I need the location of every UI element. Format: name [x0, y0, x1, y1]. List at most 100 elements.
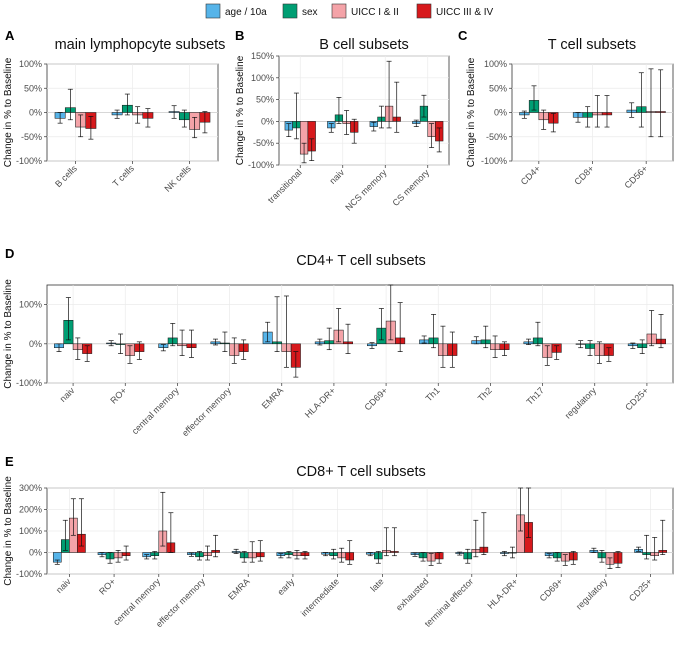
error-bar-age-10a-th17	[525, 338, 531, 345]
error-bar-uicc-i-ii-cd25	[649, 310, 655, 347]
error-bar-uicc-i-ii-effector-memory	[205, 545, 211, 561]
y-tick-label: 0%	[29, 548, 42, 558]
y-axis-label: Change in % to Baseline	[3, 57, 14, 167]
error-bar-uicc-i-ii-cd25	[652, 537, 658, 561]
x-tick-label: CS memory	[390, 167, 431, 208]
x-tick-label: terminal effector	[423, 576, 476, 629]
error-bar-uicc-iii-iv-cd69	[570, 551, 576, 565]
error-bar-uicc-iii-iv-regulatory	[615, 551, 621, 568]
error-bar-uicc-iii-iv-late	[391, 527, 397, 557]
error-bar-uicc-i-ii-cd4	[541, 109, 547, 130]
y-tick-label: -100%	[16, 378, 42, 388]
error-bar-age-10a-effector-memory	[212, 338, 218, 346]
y-tick-label: 0%	[29, 108, 42, 118]
error-bar-uicc-i-ii-terminal-effector	[473, 519, 479, 558]
error-bar-age-10a-ncs-memory	[371, 121, 377, 132]
error-bar-age-10a-late	[367, 552, 373, 557]
error-bar-sex-central-memory	[170, 323, 176, 347]
error-bar-age-10a-b-cells	[57, 112, 63, 124]
y-axis-label: Change in % to Baseline	[235, 55, 246, 165]
error-bar-sex-ro	[118, 333, 124, 354]
y-tick-label: 100%	[19, 300, 42, 310]
panel-c: C T cell subsets Change in % to Baseline -1…	[458, 28, 674, 190]
error-bar-uicc-i-ii-emra	[249, 541, 255, 563]
panel-e: E CD8+ T cell subsets Change in % to Basel…	[3, 454, 674, 629]
error-bar-sex-central-memory	[152, 551, 158, 560]
error-bar-age-10a-nk-cells	[171, 105, 177, 119]
x-tick-label: B cells	[53, 163, 79, 189]
y-tick-label: 100%	[484, 59, 507, 69]
error-bar-sex-naiv	[65, 297, 71, 341]
error-bar-age-10a-cd25	[630, 342, 636, 349]
x-tick-label: central memory	[111, 576, 162, 627]
error-bar-sex-regulatory	[599, 549, 605, 563]
legend-label-uicc-early: UICC I & II	[351, 7, 399, 18]
y-axis-label: Change in % to Baseline	[3, 476, 14, 586]
error-bar-age-10a-emra	[265, 321, 271, 343]
error-bar-uicc-i-ii-exhausted	[428, 553, 434, 566]
error-bar-uicc-iii-iv-effector-memory	[213, 534, 219, 558]
error-bar-uicc-iii-iv-naiv	[84, 345, 90, 362]
error-bar-age-10a-cd4	[521, 110, 527, 119]
error-bar-uicc-iii-iv-emra	[293, 351, 299, 378]
error-bar-uicc-i-ii-ncs-memory	[386, 60, 392, 129]
error-bar-age-10a-hla-dr	[317, 338, 323, 346]
error-bar-sex-emra	[241, 551, 247, 563]
y-tick-label: 150%	[251, 51, 274, 61]
error-bar-uicc-iii-iv-cd56	[658, 69, 664, 138]
panel-letter: E	[5, 454, 14, 469]
legend: age / 10a sex UICC I & II UICC III & IV	[205, 3, 494, 19]
error-bar-sex-regulatory	[587, 340, 593, 356]
error-bar-age-10a-cs-memory	[413, 119, 419, 127]
error-bar-sex-cs-memory	[421, 94, 427, 118]
error-bar-sex-intermediate	[331, 548, 337, 560]
error-bar-age-10a-effector-memory	[188, 552, 194, 557]
error-bar-uicc-iii-iv-emra	[257, 540, 263, 562]
error-bar-sex-transitional	[293, 92, 299, 140]
error-bar-sex-nk-cells	[181, 109, 187, 128]
x-tick-label: RO+	[97, 576, 117, 596]
chart-title: CD4+ T cell subsets	[296, 253, 426, 269]
x-tick-label: HLA-DR+	[485, 576, 519, 610]
error-bar-uicc-iii-iv-th2	[502, 341, 508, 356]
error-bar-sex-early	[286, 551, 292, 559]
plot-area	[46, 284, 674, 384]
error-bar-sex-hla-dr	[326, 327, 332, 351]
error-bar-age-10a-early	[278, 553, 284, 559]
x-tick-label: regulatory	[574, 576, 610, 612]
x-tick-label: CD69+	[538, 576, 565, 603]
y-axis-label: Change in % to Baseline	[466, 57, 477, 167]
y-tick-label: 0%	[261, 116, 274, 126]
error-bar-uicc-i-ii-t-cells	[135, 106, 141, 124]
x-tick-label: CD25+	[627, 576, 654, 603]
error-bar-uicc-iii-iv-hla-dr	[345, 323, 351, 354]
panel-letter: B	[235, 28, 244, 43]
error-bar-uicc-iii-iv-ro	[136, 341, 142, 360]
x-tick-label: naiv	[327, 167, 346, 186]
error-bar-sex-cd56	[638, 72, 644, 128]
error-bar-age-10a-exhausted	[412, 552, 418, 557]
x-tick-label: Th2	[476, 385, 494, 403]
error-bar-uicc-i-ii-naiv	[344, 110, 350, 135]
error-bar-uicc-i-ii-transitional	[301, 142, 307, 164]
x-tick-label: NK cells	[162, 163, 193, 194]
error-bar-sex-cd8	[585, 106, 591, 128]
y-tick-label: 300%	[19, 483, 42, 493]
error-bar-age-10a-cd69	[369, 342, 375, 349]
error-bar-age-10a-th1	[421, 335, 427, 344]
error-bar-uicc-i-ii-late	[383, 527, 389, 557]
x-tick-label: early	[275, 576, 296, 597]
error-bar-uicc-i-ii-regulatory	[607, 557, 613, 569]
error-bar-uicc-iii-iv-cs-memory	[436, 127, 442, 153]
error-bar-uicc-iii-iv-central-memory	[189, 329, 195, 358]
panel-d: D CD4+ T cell subsets Change in % to Basel…	[3, 246, 674, 438]
error-bar-uicc-iii-iv-hla-dr	[526, 487, 532, 538]
y-tick-label: -100%	[248, 160, 274, 170]
error-bar-uicc-iii-iv-cd69	[397, 302, 403, 352]
error-bar-uicc-i-ii-cd69	[562, 554, 568, 566]
error-bar-age-10a-emra	[233, 548, 239, 554]
error-bar-uicc-iii-iv-effector-memory	[241, 339, 247, 360]
error-bar-age-10a-hla-dr	[501, 551, 507, 557]
x-tick-label: naiv	[58, 385, 77, 404]
